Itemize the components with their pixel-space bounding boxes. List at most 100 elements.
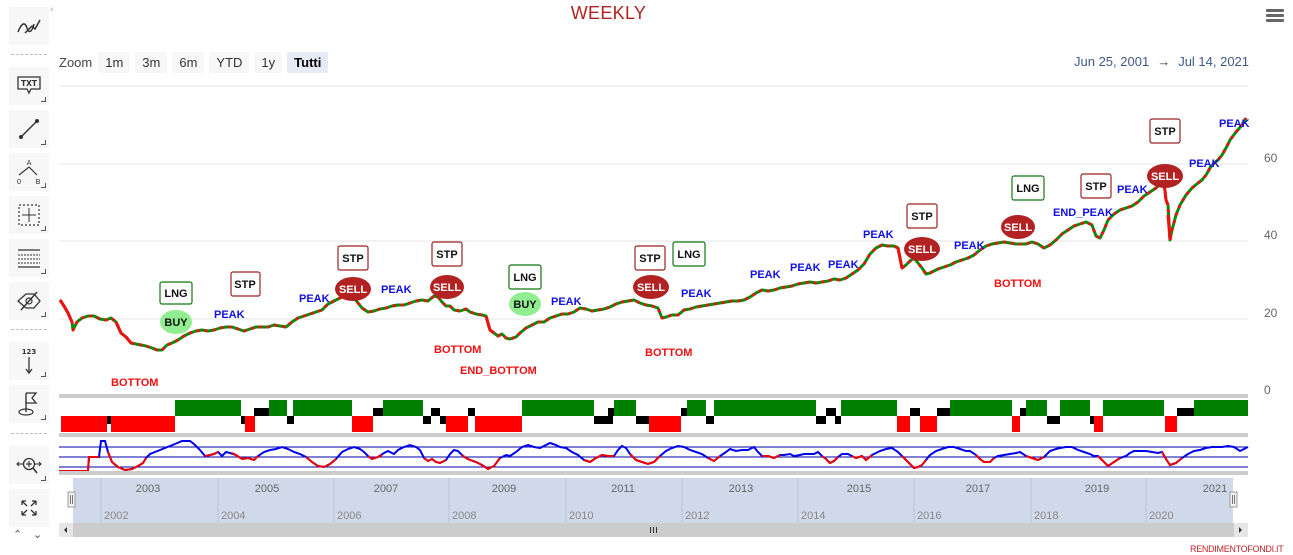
svg-text:2003: 2003	[136, 483, 160, 495]
horizontal-lines-button[interactable]	[9, 239, 49, 277]
buy-flag[interactable]: BUY	[160, 310, 192, 334]
svg-text:STP: STP	[639, 253, 660, 265]
navigator-left-handle[interactable]	[67, 491, 76, 508]
lng-flag[interactable]: LNG	[1011, 175, 1045, 201]
svg-text:2012: 2012	[685, 510, 709, 522]
date-from-input[interactable]: Jun 25, 2001	[1074, 54, 1150, 69]
svg-text:SELL: SELL	[1151, 171, 1179, 183]
stp-flag[interactable]: STP	[431, 241, 463, 267]
svg-text:STP: STP	[436, 249, 457, 261]
peak-label: PEAK	[299, 293, 330, 305]
stp-flag[interactable]: STP	[634, 245, 666, 271]
peak-label: PEAK	[681, 288, 712, 300]
hamburger-icon	[1266, 9, 1284, 12]
line-segment-button[interactable]	[9, 110, 49, 148]
svg-text:STP: STP	[1085, 181, 1106, 193]
peak-label: PEAK	[1189, 158, 1220, 170]
svg-text:123: 123	[22, 348, 37, 356]
svg-text:2014: 2014	[801, 510, 825, 522]
lng-flag[interactable]: LNG	[159, 281, 193, 305]
fullscreen-button[interactable]	[9, 489, 49, 527]
svg-text:LNG: LNG	[677, 249, 700, 261]
range-1m-button[interactable]: 1m	[98, 52, 131, 73]
stp-flag[interactable]: STP	[230, 271, 261, 297]
stp-flag[interactable]: STP	[1080, 173, 1112, 199]
text-annotation-icon: TXT	[17, 76, 41, 95]
svg-text:2011: 2011	[611, 483, 635, 495]
sell-flag[interactable]: SELL	[335, 277, 371, 301]
sell-flag[interactable]: SELL	[430, 275, 464, 299]
lng-flag[interactable]: LNG	[672, 241, 706, 267]
indicators-button[interactable]	[9, 7, 49, 45]
scrollbar-grip-icon	[650, 527, 657, 533]
lng-flag[interactable]: LNG	[508, 264, 542, 290]
svg-text:2002: 2002	[104, 510, 128, 522]
range-3m-button[interactable]: 3m	[135, 52, 168, 73]
toolbar-scroll-up-icon[interactable]: ⌃	[13, 528, 23, 541]
measure-button[interactable]	[9, 196, 49, 234]
svg-text:LNG: LNG	[1016, 183, 1039, 195]
svg-text:2010: 2010	[569, 510, 593, 522]
stp-flag[interactable]: STP	[906, 203, 938, 229]
signal-panel	[61, 400, 1248, 432]
svg-text:2013: 2013	[729, 483, 753, 495]
svg-text:2021: 2021	[1203, 483, 1227, 495]
peak-label: PEAK	[1117, 184, 1148, 196]
svg-text:SELL: SELL	[637, 282, 665, 294]
navigator[interactable]: 2003 2005 2007 2009 2011 2013 2015 2017 …	[59, 478, 1238, 523]
svg-text:0: 0	[17, 178, 21, 186]
range-selector: Zoom 1m 3m 6m YTD 1y Tutti	[59, 52, 333, 73]
fibonacci-button[interactable]: A 0 B	[9, 153, 49, 191]
line-chart-icon	[17, 19, 41, 34]
range-all-button[interactable]: Tutti	[287, 52, 329, 73]
buy-flag[interactable]: BUY	[509, 292, 541, 316]
context-menu-button[interactable]	[1266, 9, 1284, 23]
horizontal-lines-icon	[18, 249, 40, 268]
stp-flag[interactable]: STP	[337, 245, 369, 271]
svg-text:2008: 2008	[452, 510, 476, 522]
sell-flag[interactable]: SELL	[1147, 164, 1183, 188]
svg-text:2016: 2016	[917, 510, 941, 522]
scrollbar[interactable]	[59, 523, 1248, 537]
svg-text:2019: 2019	[1085, 483, 1109, 495]
range-6m-button[interactable]: 6m	[172, 52, 205, 73]
text-annotation-button[interactable]: TXT	[9, 67, 49, 105]
bottom-label: BOTTOM	[111, 377, 158, 389]
panel-separator	[59, 471, 1248, 475]
sell-flag[interactable]: SELL	[904, 237, 940, 261]
bottom-label: BOTTOM	[994, 278, 1041, 290]
svg-text:2006: 2006	[337, 510, 361, 522]
svg-text:STP: STP	[1154, 126, 1175, 138]
svg-text:STP: STP	[234, 279, 255, 291]
sell-flag[interactable]: SELL	[1001, 215, 1035, 239]
svg-text:2018: 2018	[1034, 510, 1058, 522]
navigator-right-handle[interactable]	[1229, 491, 1238, 508]
hide-annotations-button[interactable]	[9, 282, 49, 320]
flag-button[interactable]	[9, 385, 49, 423]
sell-flag[interactable]: SELL	[633, 275, 669, 299]
svg-text:LNG: LNG	[513, 272, 536, 284]
peak-label: PEAK	[750, 269, 781, 281]
toolbar-scroll-down-icon[interactable]: ⌄	[33, 528, 43, 541]
credits-link[interactable]: RENDIMENTOFONDI.IT	[1190, 544, 1284, 554]
navigator-selected-range[interactable]	[73, 478, 1233, 523]
svg-text:2020: 2020	[1149, 510, 1173, 522]
range-1y-button[interactable]: 1y	[254, 52, 283, 73]
peak-label: PEAK	[1219, 118, 1250, 130]
toolbar-separator	[11, 329, 47, 330]
collapse-toolbar-icon[interactable]: ‹	[50, 5, 54, 15]
vertical-counter-icon: 123	[22, 348, 37, 375]
oscillator-panel	[59, 440, 1249, 472]
svg-text:2017: 2017	[966, 483, 990, 495]
svg-text:2007: 2007	[374, 483, 398, 495]
svg-text:TXT: TXT	[21, 79, 38, 88]
range-ytd-button[interactable]: YTD	[209, 52, 250, 73]
zoom-pan-button[interactable]	[9, 446, 49, 484]
peak-label: PEAK	[863, 229, 894, 241]
panel-separator	[59, 394, 1248, 398]
date-to-input[interactable]: Jul 14, 2021	[1178, 54, 1250, 69]
stp-flag[interactable]: STP	[1149, 118, 1181, 144]
vertical-counter-button[interactable]: 123	[9, 342, 49, 380]
